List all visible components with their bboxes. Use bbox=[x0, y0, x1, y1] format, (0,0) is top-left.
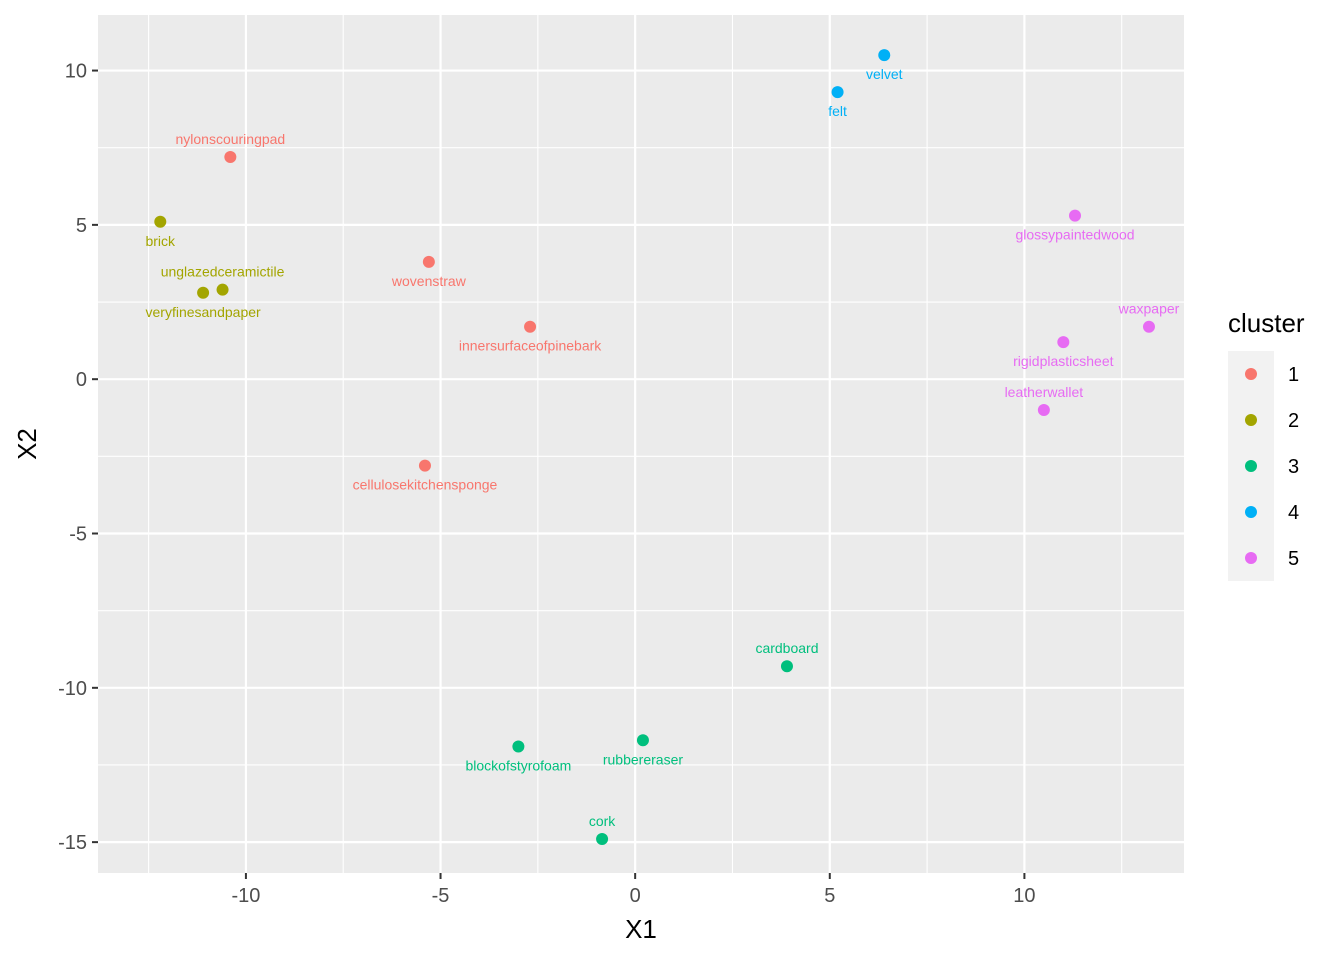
legend-key-3 bbox=[1245, 460, 1257, 472]
data-point bbox=[780, 660, 793, 673]
legend-key-5 bbox=[1245, 552, 1257, 564]
data-point bbox=[1037, 404, 1050, 417]
point-label: velvet bbox=[866, 66, 903, 82]
point-label: blockofstyrofoam bbox=[465, 757, 571, 773]
legend-label-2: 2 bbox=[1288, 410, 1299, 432]
x-tick-label: 10 bbox=[1013, 885, 1035, 907]
data-point bbox=[154, 215, 167, 228]
y-tick-label: 0 bbox=[76, 369, 87, 391]
x-tick-label: -10 bbox=[231, 885, 260, 907]
legend: cluster 1 2 3 4 5 bbox=[1228, 308, 1305, 581]
legend-key-4 bbox=[1245, 506, 1257, 518]
y-tick-label: -15 bbox=[58, 832, 87, 854]
y-tick-label: -5 bbox=[69, 524, 87, 546]
x-tick-label: 0 bbox=[630, 885, 641, 907]
data-point bbox=[1142, 320, 1155, 333]
data-point bbox=[524, 320, 537, 333]
point-label: brick bbox=[145, 233, 176, 249]
data-point bbox=[418, 459, 431, 472]
legend-label-4: 4 bbox=[1288, 502, 1299, 524]
point-label: cork bbox=[589, 813, 616, 829]
point-label: rubbereraser bbox=[603, 751, 683, 767]
legend-title: cluster bbox=[1228, 308, 1305, 338]
y-axis-ticks: -15 -10 -5 0 5 10 bbox=[58, 61, 98, 854]
data-point bbox=[596, 833, 609, 846]
data-point bbox=[878, 49, 891, 62]
y-tick-label: 10 bbox=[65, 61, 87, 83]
point-label: nylonscouringpad bbox=[175, 131, 285, 147]
plot-panel bbox=[98, 15, 1184, 873]
data-point bbox=[512, 740, 525, 753]
x-tick-label: 5 bbox=[824, 885, 835, 907]
data-point bbox=[224, 150, 237, 163]
data-point bbox=[831, 86, 844, 99]
point-label: innersurfaceofpinebark bbox=[459, 338, 602, 354]
legend-label-5: 5 bbox=[1288, 548, 1299, 570]
data-point bbox=[422, 255, 435, 268]
legend-label-1: 1 bbox=[1288, 364, 1299, 386]
data-point bbox=[636, 734, 649, 747]
y-tick-label: -10 bbox=[58, 678, 87, 700]
point-label: unglazedceramictile bbox=[161, 264, 285, 280]
data-points bbox=[154, 49, 1155, 846]
y-tick-label: 5 bbox=[76, 215, 87, 237]
legend-items: 1 2 3 4 5 bbox=[1245, 364, 1299, 570]
point-label: leatherwallet bbox=[1005, 384, 1084, 400]
legend-label-3: 3 bbox=[1288, 456, 1299, 478]
y-axis-title: X2 bbox=[12, 428, 42, 460]
point-label: cellulosekitchensponge bbox=[353, 477, 498, 493]
legend-key-2 bbox=[1245, 414, 1257, 426]
data-point bbox=[216, 283, 229, 296]
x-axis-ticks: -10 -5 0 5 10 bbox=[231, 873, 1036, 907]
minor-gridlines bbox=[98, 15, 1184, 873]
data-point bbox=[1069, 209, 1082, 222]
major-gridlines bbox=[98, 15, 1184, 873]
data-point bbox=[1057, 336, 1070, 349]
x-axis-title: X1 bbox=[625, 914, 657, 944]
point-label: cardboard bbox=[755, 640, 818, 656]
point-label: felt bbox=[828, 103, 847, 119]
point-label: veryfinesandpaper bbox=[146, 304, 262, 320]
point-labels: nylonscouringpad wovenstraw innersurfaceof… bbox=[145, 66, 1179, 829]
legend-key-1 bbox=[1245, 368, 1257, 380]
point-label: waxpaper bbox=[1118, 301, 1180, 317]
point-label: rigidplasticsheet bbox=[1013, 353, 1113, 369]
data-point bbox=[197, 286, 210, 299]
point-label: wovenstraw bbox=[391, 273, 467, 289]
x-tick-label: -5 bbox=[432, 885, 450, 907]
point-label: glossypaintedwood bbox=[1015, 227, 1134, 243]
